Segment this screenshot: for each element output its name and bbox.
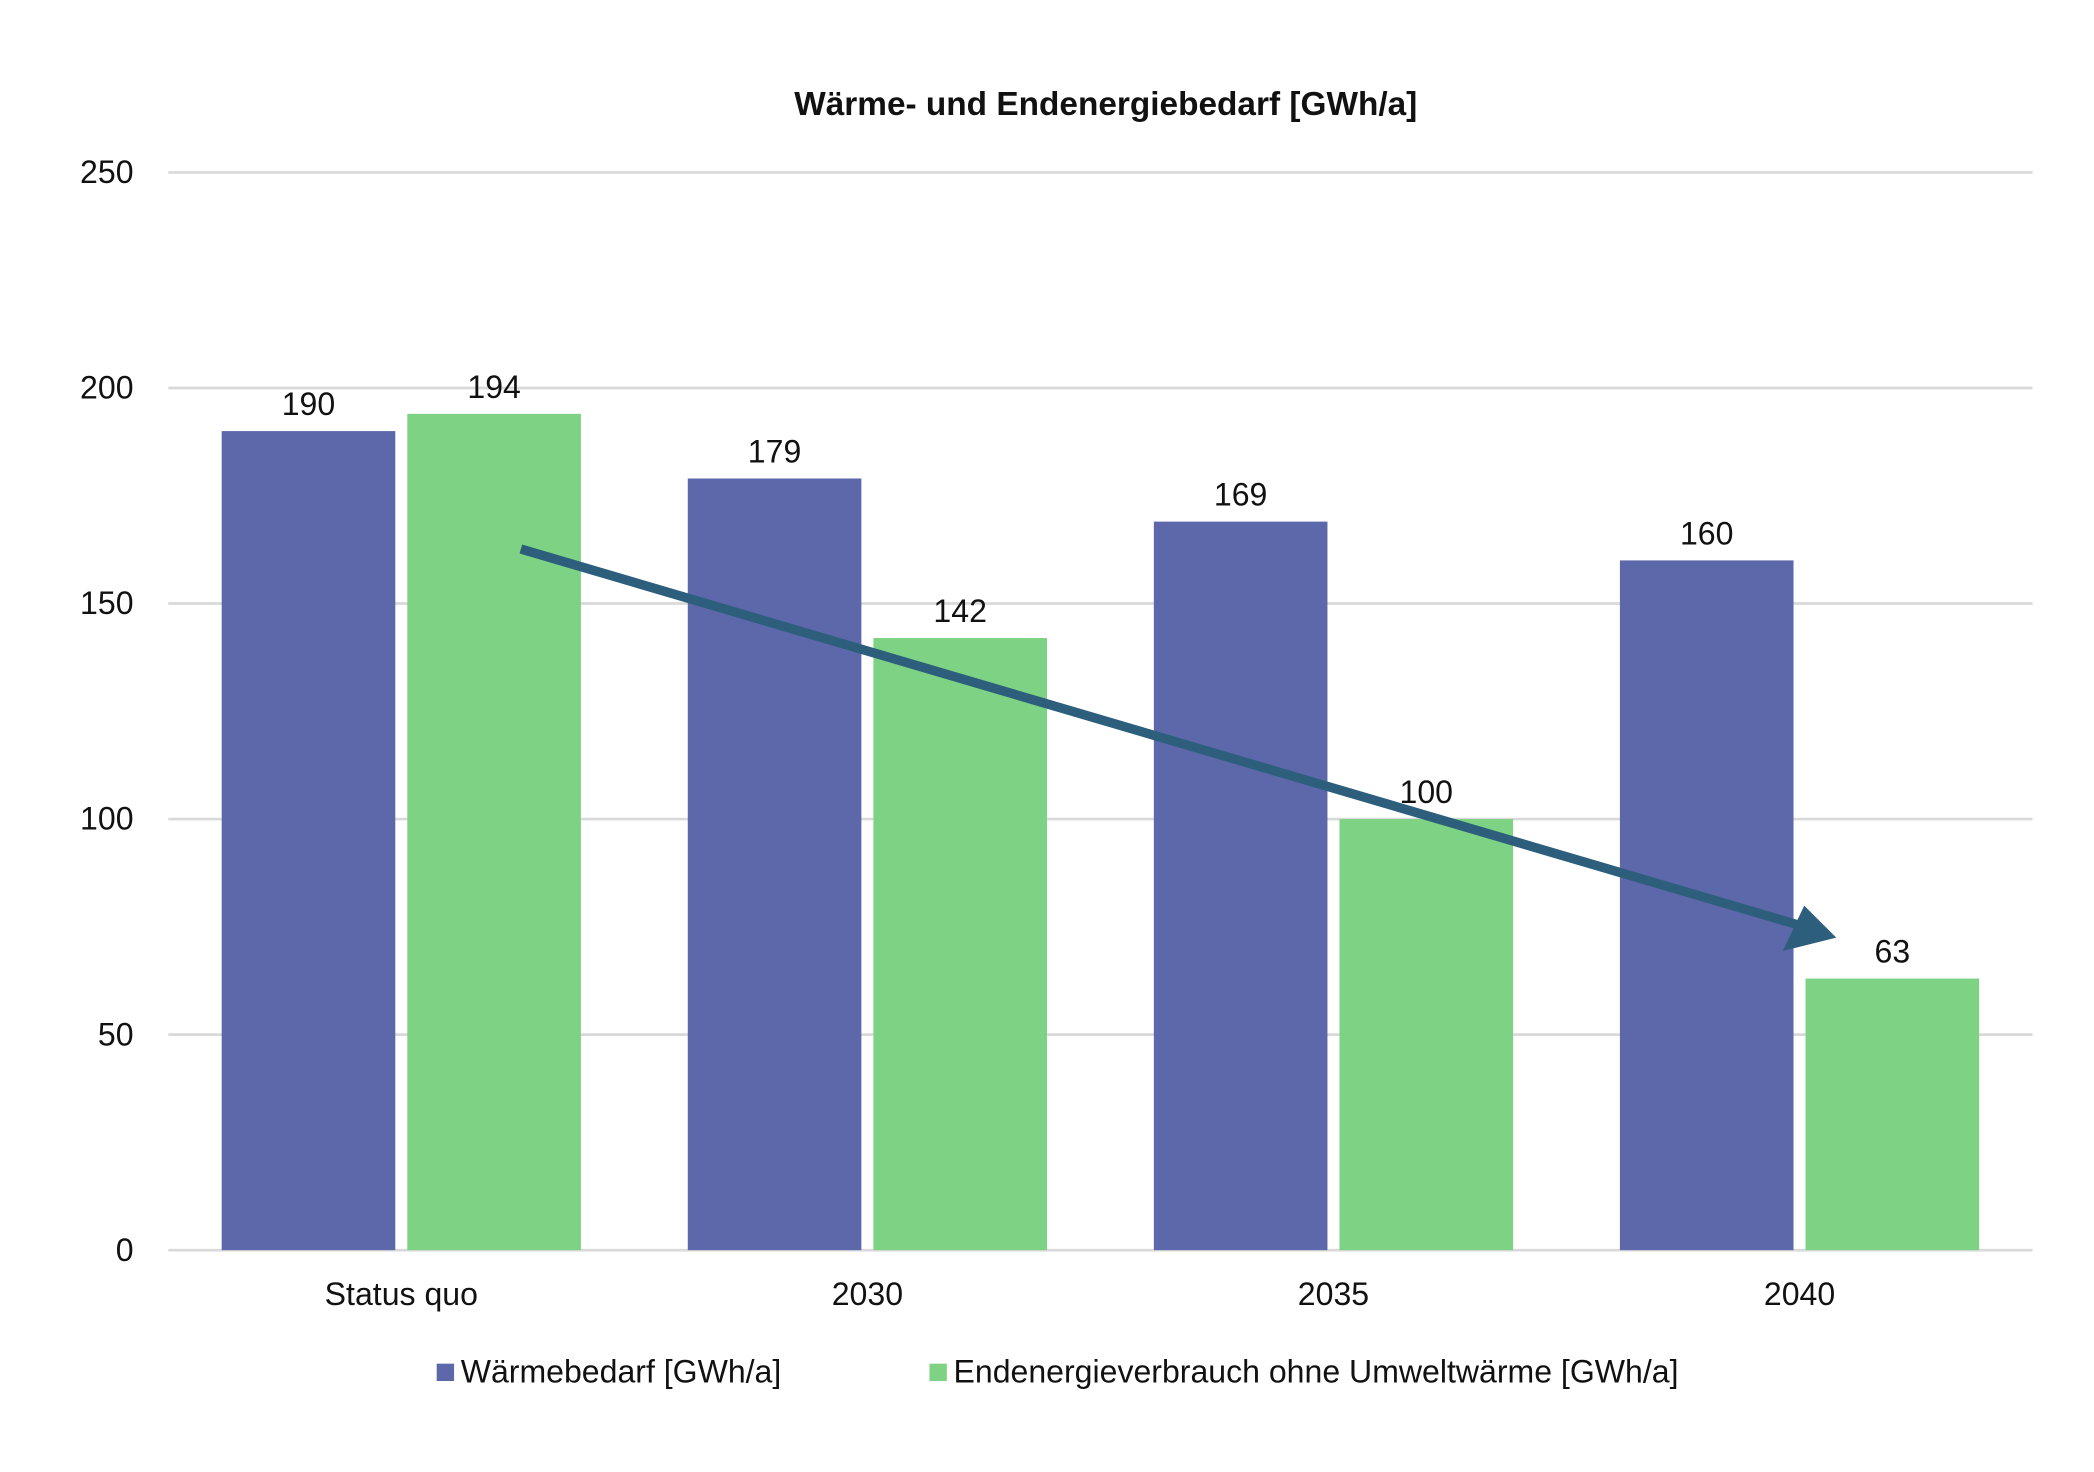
bar-waermebedarf: [1619, 560, 1794, 1251]
data-label: 100: [1400, 774, 1453, 810]
y-axis-ticks: 0 50 100 150 200 250: [80, 154, 133, 1268]
x-tick-label: Status quo: [325, 1276, 478, 1312]
bar-endenergie: [407, 413, 581, 1251]
bars: [221, 413, 1980, 1251]
trend-arrow-head: [1782, 905, 1837, 952]
bar-waermebedarf: [687, 478, 862, 1251]
data-label: 190: [282, 386, 335, 422]
legend-swatch-endenergie: [929, 1363, 947, 1382]
chart-title: Wärme- und Endenergiebedarf [GWh/a]: [794, 86, 1417, 123]
data-label: 194: [467, 369, 520, 405]
legend: Wärmebedarf [GWh/a] Endenergieverbrauch …: [436, 1353, 1679, 1389]
x-axis-ticks: Status quo 2030 2035 2040: [325, 1276, 1835, 1312]
bar-endenergie: [1805, 978, 1980, 1251]
data-label: 169: [1214, 477, 1267, 513]
y-tick-label: 50: [98, 1016, 134, 1052]
bar-waermebedarf: [1153, 521, 1328, 1251]
bar-endenergie: [1339, 819, 1514, 1251]
data-label: 160: [1680, 515, 1733, 551]
trend-arrow: [519, 544, 1837, 952]
y-tick-label: 250: [80, 154, 133, 190]
data-labels: 190 194 179 142 169 100 160 63: [282, 369, 1910, 970]
bar-endenergie: [873, 638, 1047, 1251]
trend-arrow-line: [519, 544, 1798, 929]
y-tick-label: 150: [80, 585, 133, 621]
y-tick-label: 200: [80, 370, 133, 406]
legend-label-waermebedarf: Wärmebedarf [GWh/a]: [461, 1353, 782, 1389]
data-label: 63: [1875, 934, 1911, 970]
x-tick-label: 2035: [1298, 1276, 1369, 1312]
x-tick-label: 2030: [832, 1276, 903, 1312]
legend-label-endenergie: Endenergieverbrauch ohne Umweltwärme [GW…: [954, 1353, 1679, 1389]
y-tick-label: 100: [80, 801, 133, 837]
y-tick-label: 0: [116, 1232, 134, 1268]
data-label: 142: [933, 593, 986, 629]
bar-waermebedarf: [221, 431, 396, 1251]
data-label: 179: [748, 433, 801, 469]
x-tick-label: 2040: [1764, 1276, 1835, 1312]
legend-swatch-waermebedarf: [436, 1363, 455, 1382]
